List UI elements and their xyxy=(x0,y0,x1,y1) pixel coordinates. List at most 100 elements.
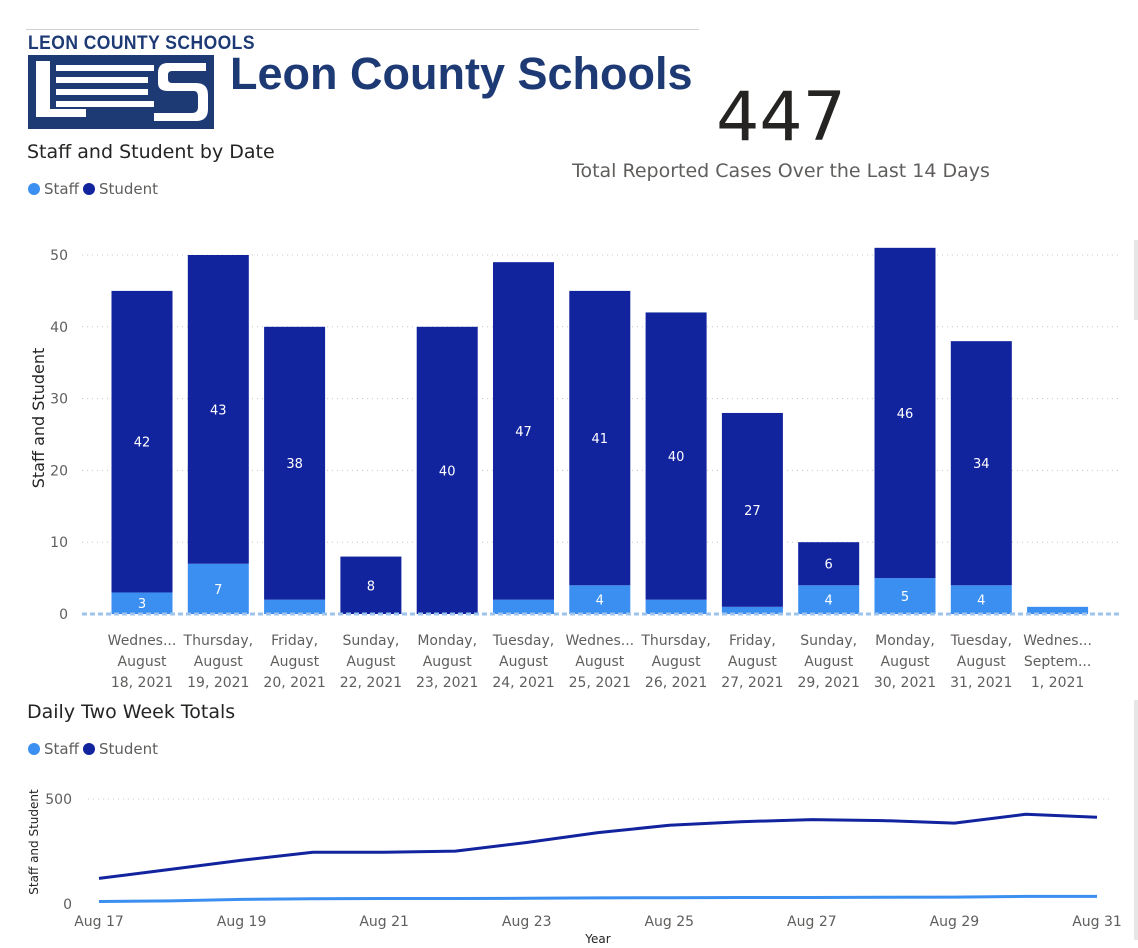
bar-staff[interactable] xyxy=(187,563,249,614)
x-tick-label: Aug 23 xyxy=(502,914,552,930)
x-tick-label: Tuesday, xyxy=(950,633,1012,649)
bar-group[interactable]: 38 xyxy=(264,326,326,614)
x-tick-label: 31, 2021 xyxy=(950,675,1012,691)
data-label-staff: 4 xyxy=(596,594,604,609)
x-tick-label: 24, 2021 xyxy=(492,675,554,691)
x-tick-label: August xyxy=(652,654,702,670)
data-label-staff: 4 xyxy=(825,594,833,609)
data-label-staff: 7 xyxy=(214,583,222,598)
y-tick-label: 20 xyxy=(50,463,68,479)
legend2-staff-label: Staff xyxy=(44,740,79,758)
bar-staff[interactable] xyxy=(111,592,173,614)
x-tick-label: Friday, xyxy=(729,633,776,649)
data-label-staff: 3 xyxy=(138,597,146,612)
y-tick-label: 0 xyxy=(63,897,72,913)
data-label-student: 43 xyxy=(210,403,227,418)
bar-group[interactable]: 46 xyxy=(798,542,860,614)
data-label-student: 47 xyxy=(515,425,532,440)
x-tick-label: 26, 2021 xyxy=(645,675,707,691)
x-tick-label: Tuesday, xyxy=(492,633,554,649)
x-tick-label: 23, 2021 xyxy=(416,675,478,691)
bar-student[interactable] xyxy=(950,341,1012,586)
legend2-student-dot xyxy=(82,743,95,755)
bar-student[interactable] xyxy=(493,262,554,600)
bar-staff[interactable] xyxy=(950,585,1012,614)
bar-group[interactable]: 40 xyxy=(645,312,707,614)
legend2-staff-dot xyxy=(28,743,40,755)
x-tick-label: Wednes... xyxy=(1023,633,1092,649)
data-label-student: 8 xyxy=(367,579,375,594)
legend-student-dot xyxy=(82,183,95,195)
bar-staff[interactable] xyxy=(493,599,554,614)
bar-group[interactable]: 7 43 xyxy=(187,255,249,614)
bar-student[interactable] xyxy=(416,326,478,614)
x-tick-label: Wednes... xyxy=(108,633,177,649)
x-tick-label: Aug 31 xyxy=(1072,914,1122,930)
bar-student[interactable] xyxy=(798,542,860,586)
line-series-student[interactable] xyxy=(98,812,1098,880)
x-tick-label: August xyxy=(346,654,396,670)
x-tick-label: August xyxy=(270,654,320,670)
x-tick-label: August xyxy=(804,654,854,670)
scrollbar-fragment[interactable] xyxy=(1134,240,1138,320)
x-tick-label: 19, 2021 xyxy=(187,675,249,691)
bar-staff[interactable] xyxy=(645,599,707,614)
x-tick-label: Aug 21 xyxy=(359,914,409,930)
y-axis-title: Staff and Student xyxy=(27,789,41,895)
x-tick-label: Sunday, xyxy=(800,633,857,649)
line-chart-legend: Staff Student xyxy=(28,740,162,758)
bar-staff[interactable] xyxy=(264,599,326,614)
bar-group[interactable]: 27 xyxy=(721,412,783,614)
logo-wordmark: Leon County Schools xyxy=(230,48,693,99)
legend-item-staff[interactable]: Staff xyxy=(28,180,79,198)
bar-staff[interactable] xyxy=(569,585,631,614)
x-tick-label: Monday, xyxy=(875,633,935,649)
x-tick-label: 29, 2021 xyxy=(798,675,860,691)
data-label-student: 41 xyxy=(592,432,609,447)
x-tick-label: Monday, xyxy=(417,633,477,649)
x-tick-label: August xyxy=(881,654,931,670)
x-tick-label: Friday, xyxy=(271,633,318,649)
x-tick-label: 27, 2021 xyxy=(721,675,783,691)
x-tick-label: Aug 19 xyxy=(217,914,267,930)
bar-student[interactable] xyxy=(645,312,707,600)
bar-group[interactable]: 5 46 xyxy=(874,247,936,614)
x-tick-label: August xyxy=(118,654,168,670)
logo-divider xyxy=(26,29,699,30)
bar-staff[interactable] xyxy=(798,585,860,614)
bar-student[interactable] xyxy=(569,290,631,586)
bar-staff[interactable] xyxy=(1027,606,1089,614)
bar-group[interactable]: 4 34 xyxy=(950,341,1012,614)
logo-small-text: LEON COUNTY SCHOOLS xyxy=(28,33,255,54)
legend2-item-student[interactable]: Student xyxy=(82,740,158,758)
bar-student[interactable] xyxy=(187,255,249,564)
legend2-item-staff[interactable]: Staff xyxy=(28,740,79,758)
x-tick-label: 25, 2021 xyxy=(569,675,631,691)
x-tick-label: August xyxy=(728,654,778,670)
x-tick-label: August xyxy=(957,654,1007,670)
y-tick-label: 500 xyxy=(45,792,72,808)
bar-student[interactable] xyxy=(874,247,936,579)
scrollbar-fragment[interactable] xyxy=(1134,700,1138,940)
data-label-student: 38 xyxy=(286,457,303,472)
bar-staff[interactable] xyxy=(874,578,936,614)
legend-item-student[interactable]: Student xyxy=(82,180,158,198)
bar-group[interactable]: 3 42 xyxy=(111,290,173,614)
bar-staff[interactable] xyxy=(721,606,783,614)
bar-group[interactable]: 40 xyxy=(416,326,478,614)
bar-group[interactable]: 4 41 xyxy=(569,290,631,614)
y-tick-label: 50 xyxy=(50,248,68,264)
bar-group[interactable]: 8 xyxy=(340,556,402,614)
y-tick-label: 40 xyxy=(50,320,68,336)
bar-student[interactable] xyxy=(111,290,173,593)
line-series-staff[interactable] xyxy=(98,894,1097,903)
bar-student[interactable] xyxy=(721,412,783,607)
x-tick-label: 1, 2021 xyxy=(1031,675,1084,691)
kpi-value: 447 xyxy=(716,78,846,157)
data-label-student: 40 xyxy=(668,450,685,465)
legend-student-label: Student xyxy=(98,180,158,198)
bar-group[interactable]: 47 xyxy=(493,262,554,614)
bar-student[interactable] xyxy=(340,556,402,614)
bar-student[interactable] xyxy=(264,326,326,600)
bar-group[interactable] xyxy=(1027,606,1089,614)
